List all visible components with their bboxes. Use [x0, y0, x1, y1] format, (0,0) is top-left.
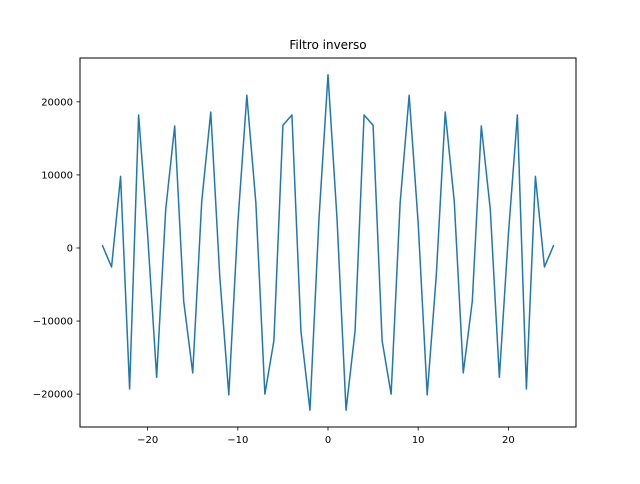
x-tick-label: 0 — [325, 435, 331, 446]
x-tick-label: 10 — [412, 435, 425, 446]
series-line-0 — [101, 74, 555, 411]
y-tick-label: 0 — [67, 243, 73, 254]
y-axis-ticks: −20000 −10000 0 10000 20000 — [33, 97, 80, 401]
x-tick-label: −10 — [227, 435, 248, 446]
x-tick-label: 20 — [502, 435, 515, 446]
y-tick-label: −10000 — [33, 317, 73, 328]
chart-title: Filtro inverso — [289, 38, 366, 52]
x-axis-ticks: −20 −10 0 10 20 — [137, 427, 515, 446]
y-tick-label: 10000 — [41, 170, 73, 181]
axes-frame — [79, 57, 577, 428]
y-tick-label: 20000 — [41, 97, 73, 108]
x-tick-label: −20 — [137, 435, 158, 446]
plot-area — [101, 74, 555, 411]
y-tick-label: −20000 — [33, 390, 73, 401]
